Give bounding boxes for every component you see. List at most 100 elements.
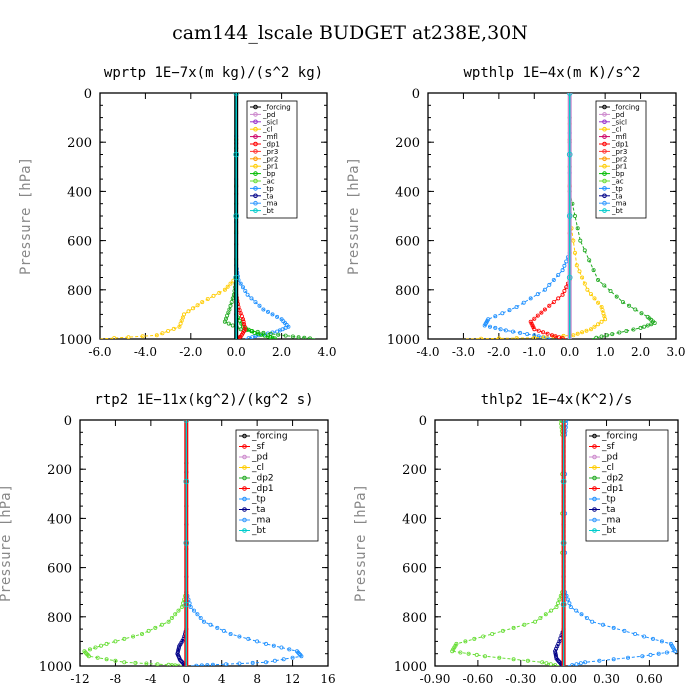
series-marker — [589, 327, 594, 332]
series-marker — [265, 309, 270, 314]
series-marker — [88, 647, 93, 652]
series-marker — [229, 300, 234, 305]
series-marker — [131, 634, 136, 639]
legend-swatch-marker — [602, 119, 607, 125]
series-marker — [578, 661, 583, 666]
y-tick-label: 1000 — [39, 660, 72, 675]
series-marker — [592, 324, 597, 329]
series-line-dp1 — [530, 93, 571, 339]
series-marker — [560, 540, 567, 546]
series-marker — [265, 334, 270, 339]
y-tick-label: 200 — [402, 463, 427, 478]
x-tick-label: 0.30 — [593, 672, 620, 686]
series-marker — [191, 306, 196, 311]
legend-swatch-marker — [253, 208, 258, 213]
series-marker — [590, 619, 595, 624]
legend-label: _bt — [262, 207, 274, 215]
series-marker — [580, 330, 585, 335]
legend-swatch-marker — [242, 454, 247, 460]
series-marker — [238, 327, 243, 332]
series-marker — [246, 336, 251, 339]
x-tick-label: -4 — [145, 672, 157, 686]
legend-swatch-marker — [592, 444, 597, 449]
series-marker — [540, 660, 545, 665]
series-marker — [221, 628, 226, 633]
x-tick-label: 4 — [218, 672, 226, 686]
series-marker — [497, 655, 502, 660]
series-marker — [200, 300, 205, 305]
x-tick-label: -0.60 — [462, 672, 493, 686]
legend-swatch-marker — [253, 134, 258, 139]
series-marker — [259, 332, 264, 337]
legend-label: _dp2 — [251, 474, 274, 484]
legend-swatch-marker — [253, 186, 258, 191]
series-marker — [233, 213, 240, 219]
legend-swatch-marker — [602, 156, 607, 162]
series-marker — [241, 319, 246, 324]
legend-label: _ta — [251, 505, 266, 515]
series-marker — [210, 662, 215, 666]
legend-swatch-marker — [602, 178, 607, 184]
series-marker — [566, 213, 573, 219]
series-marker — [242, 322, 247, 327]
series-marker — [474, 652, 479, 657]
series-marker — [253, 334, 258, 339]
series-marker — [222, 287, 227, 292]
legend-swatch-marker — [602, 171, 607, 176]
series-marker — [228, 632, 233, 637]
legend-swatch-marker — [592, 465, 597, 470]
y-tick-label: 0 — [419, 414, 427, 429]
series-marker — [560, 268, 565, 273]
legend-box — [585, 429, 669, 542]
series-marker — [673, 649, 678, 654]
series-marker — [479, 336, 484, 339]
series-marker — [664, 650, 669, 655]
x-tick-label: -3.0 — [452, 345, 475, 359]
legend-label: _sf — [251, 442, 265, 452]
series-marker — [233, 151, 240, 158]
legend-label: _ma — [601, 516, 621, 526]
legend-swatch-marker — [242, 465, 247, 470]
y-tick-label: 200 — [67, 136, 92, 151]
series-marker — [257, 303, 262, 308]
series-marker — [651, 636, 656, 641]
series-marker — [177, 644, 182, 649]
series-marker — [166, 619, 171, 624]
legend-swatch-marker — [602, 134, 607, 139]
series-marker — [633, 307, 638, 312]
series-marker — [648, 652, 653, 657]
series-marker — [93, 645, 98, 650]
panel-title: wprtp 1E−7x(m kg)/(s^2 kg) — [104, 65, 323, 81]
legend: _forcing_pd_sicl_cl_mfl_dp1_pr3_pr2_pr1_… — [595, 100, 647, 219]
legend-swatch-marker — [253, 163, 258, 169]
series-marker — [166, 328, 171, 333]
series-marker — [626, 655, 631, 660]
series-marker — [268, 335, 273, 339]
series-marker — [525, 658, 530, 663]
series-marker — [500, 311, 505, 316]
series-group — [450, 420, 678, 666]
legend-swatch-marker — [592, 433, 597, 439]
legend-swatch-marker — [253, 178, 258, 184]
legend-label: _pr1 — [262, 163, 278, 171]
series-marker — [579, 612, 584, 617]
series-marker — [113, 658, 118, 663]
series-marker — [222, 319, 227, 324]
series-marker — [638, 325, 643, 330]
legend-label: _pr1 — [611, 163, 627, 171]
panel-title: wpthlp 1E−4x(m K)/s^2 — [463, 65, 640, 81]
x-tick-label: 12 — [285, 672, 300, 686]
legend-label: _bp — [262, 170, 276, 178]
series-marker — [587, 258, 592, 263]
series-marker — [171, 326, 176, 331]
legend-swatch-marker — [592, 507, 597, 512]
series-marker — [126, 335, 131, 339]
legend-swatch-marker — [253, 156, 258, 162]
series-marker — [205, 663, 210, 666]
series-marker — [245, 292, 250, 297]
series-marker — [270, 312, 275, 317]
series-marker — [299, 654, 304, 659]
series-marker — [553, 651, 558, 656]
series-marker — [574, 608, 579, 613]
